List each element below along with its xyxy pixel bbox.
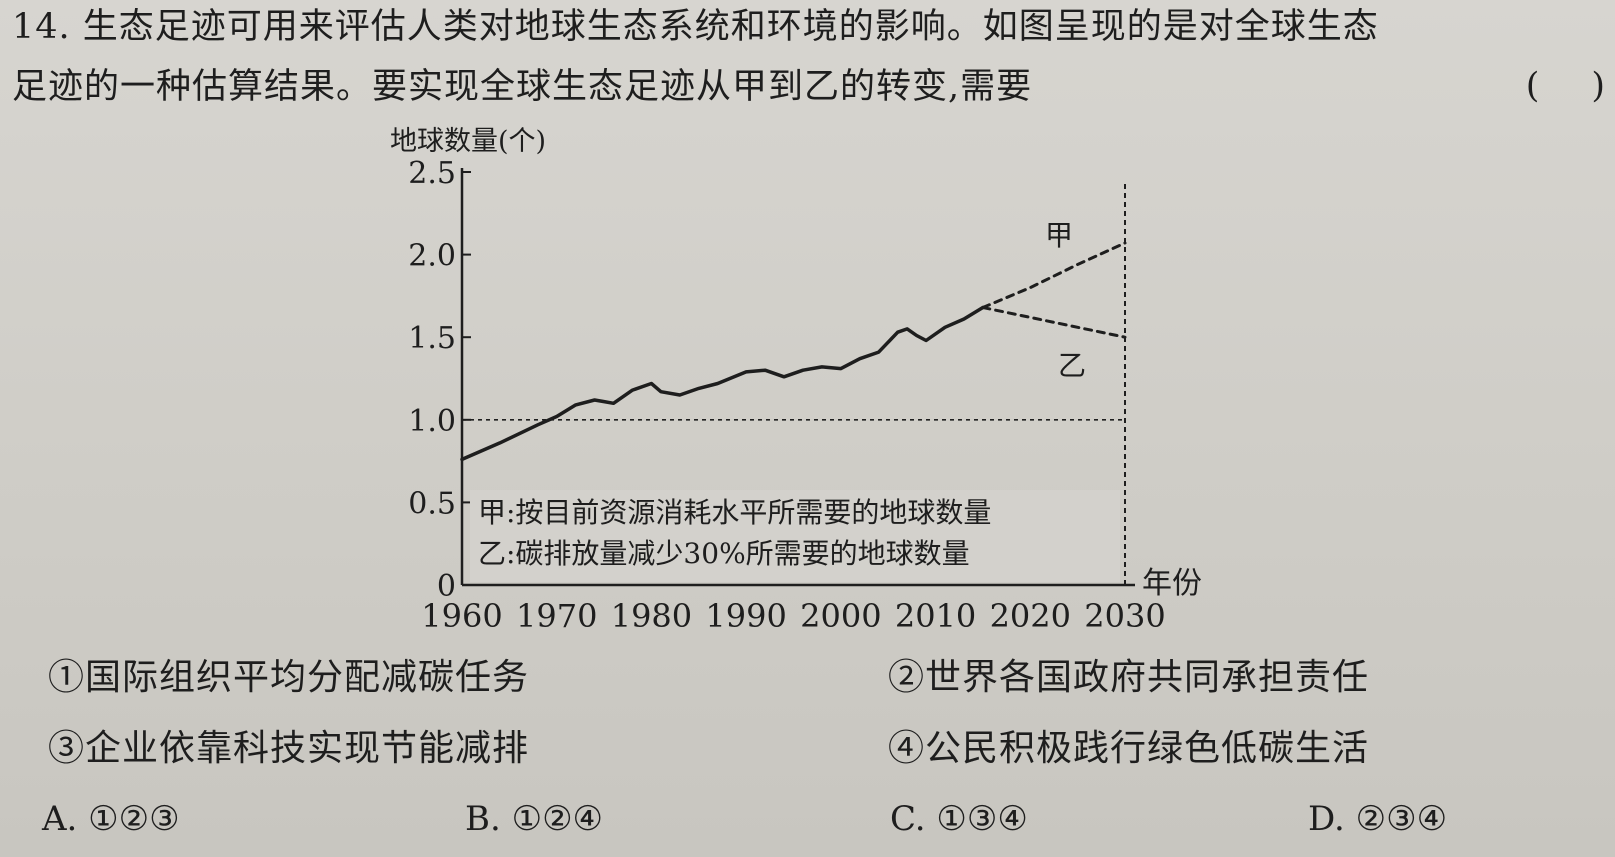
x-tick-label: 1990 <box>705 597 786 635</box>
y-tick-group: 0 0.5 1.0 1.5 2.0 2.5 <box>408 156 471 604</box>
x-tick-label: 2010 <box>895 597 976 635</box>
x-tick-label: 1970 <box>516 597 597 635</box>
series-group: 甲乙 <box>460 219 1127 462</box>
series-label-乙: 乙 <box>1058 349 1086 382</box>
option-4: ④公民积极践行绿色低碳生活 <box>888 728 1370 769</box>
y-axis-label: 地球数量(个) <box>390 126 546 157</box>
y-tick-label: 2.5 <box>408 156 456 191</box>
y-tick-label: 0 <box>437 569 456 604</box>
x-tick-label: 2030 <box>1084 597 1165 635</box>
choice-d[interactable]: D. ②③④ <box>1308 799 1448 839</box>
option-2: ②世界各国政府共同承担责任 <box>888 657 1370 698</box>
series-line-甲 <box>981 241 1127 309</box>
series-line-historical <box>460 305 985 462</box>
y-tick-label: 1.5 <box>408 321 456 356</box>
legend-line-1: 甲:按目前资源消耗水平所需要的地球数量 <box>478 496 991 529</box>
question-stem-line-2: 足迹的一种估算结果。要实现全球生态足迹从甲到乙的转变,需要 <box>12 67 1033 107</box>
question-stem-line-1: 14. 生态足迹可用来评估人类对地球生态系统和环境的影响。如图呈现的是对全球生态 <box>12 7 1379 47</box>
option-1: ①国际组织平均分配减碳任务 <box>48 657 530 698</box>
choice-c[interactable]: C. ①③④ <box>890 799 1028 839</box>
answer-paren-open: ( <box>1525 66 1540 106</box>
x-tick-label: 1960 <box>421 597 502 635</box>
choice-a[interactable]: A. ①②③ <box>42 799 180 839</box>
x-tick-group: 1960 1970 1980 1990 2000 2010 2020 2030 <box>421 597 1165 635</box>
x-axis-label: 年份 <box>1142 566 1202 601</box>
y-tick-label: 1.0 <box>408 404 456 439</box>
y-tick-label: 2.0 <box>408 239 456 274</box>
x-tick-label: 2000 <box>800 597 881 635</box>
answer-paren-close: ) <box>1591 66 1605 106</box>
option-3: ③企业依靠科技实现节能减排 <box>48 728 530 769</box>
legend-line-2: 乙:碳排放量减少30%所需要的地球数量 <box>478 537 970 570</box>
series-label-甲: 甲 <box>1045 219 1073 252</box>
series-line-乙 <box>981 306 1127 339</box>
legend-box <box>470 490 1120 582</box>
x-tick-label: 1980 <box>611 597 692 635</box>
chart-axes <box>460 168 1135 587</box>
x-tick-label: 2020 <box>990 597 1071 635</box>
choice-b[interactable]: B. ①②④ <box>465 799 604 839</box>
y-tick-label: 0.5 <box>408 486 456 521</box>
answer-blank: () <box>1526 66 1605 106</box>
